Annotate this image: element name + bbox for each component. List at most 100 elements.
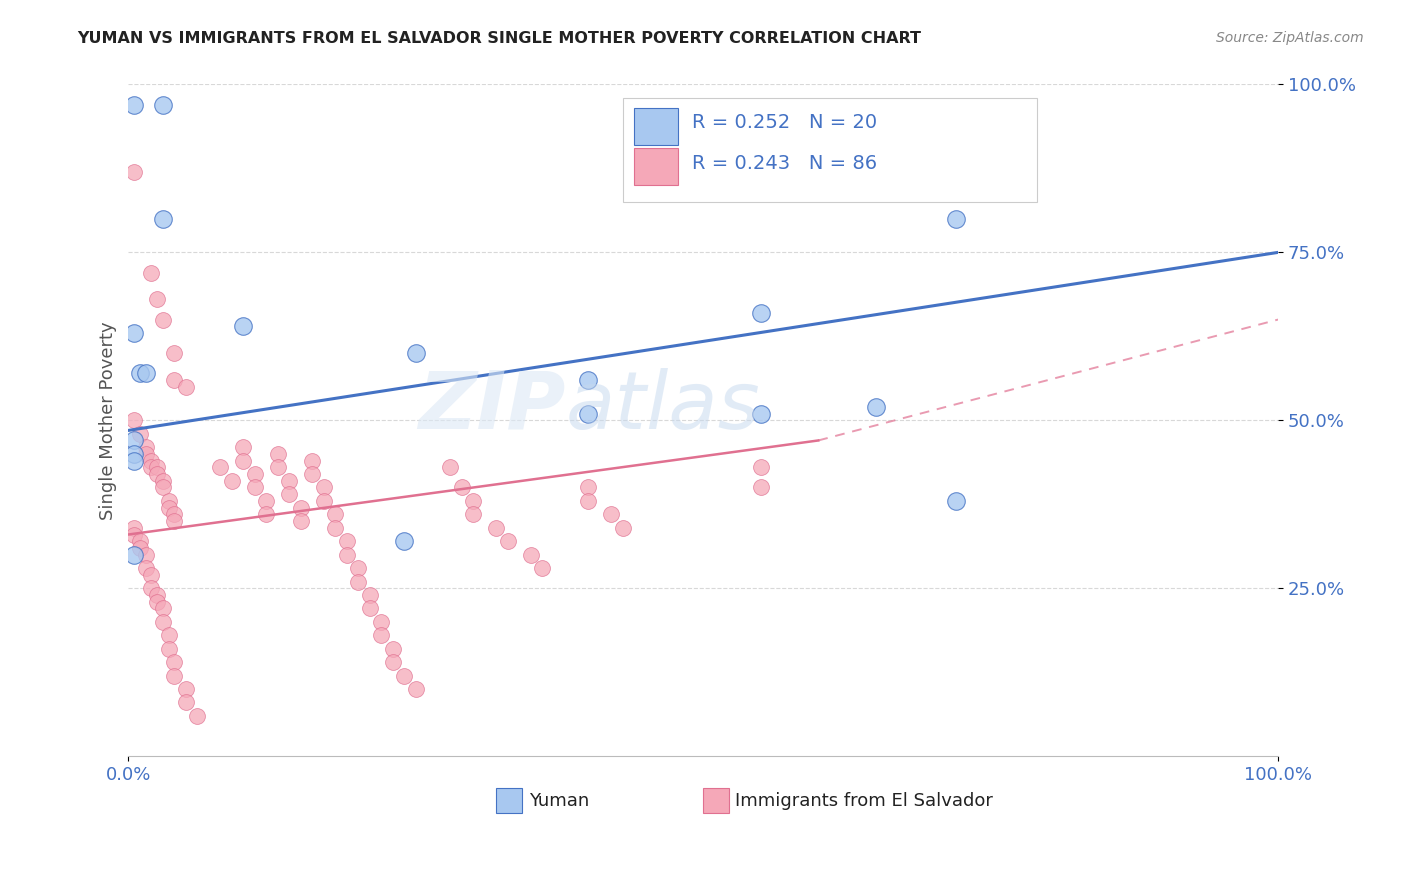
Point [163,508,186,522]
Point [122,521,145,535]
Point [157,494,180,508]
Point [232,440,254,454]
Point [141,460,163,475]
Point [278,474,301,488]
Point [157,628,180,642]
Point [359,601,381,615]
Point [122,165,145,179]
Point [370,628,392,642]
Point [394,668,416,682]
Point [576,481,599,495]
Point [152,601,174,615]
Text: Source: ZipAtlas.com: Source: ZipAtlas.com [1216,31,1364,45]
Point [312,494,335,508]
Point [163,655,186,669]
Point [451,481,474,495]
Point [232,453,254,467]
Point [157,641,180,656]
Point [163,514,186,528]
Point [135,548,157,562]
Point [152,481,174,495]
Point [129,534,152,549]
Point [612,521,634,535]
Point [152,474,174,488]
Point [347,561,370,575]
Point [152,615,174,629]
Bar [703,788,728,814]
Point [163,668,186,682]
Point [232,319,254,334]
FancyBboxPatch shape [623,98,1036,202]
Point [122,413,145,427]
Bar [634,148,678,186]
Point [122,434,145,448]
Text: R = 0.252   N = 20: R = 0.252 N = 20 [692,113,877,132]
Point [135,440,157,454]
Point [129,366,152,380]
Point [152,97,174,112]
Point [394,534,416,549]
Point [749,460,772,475]
Point [163,373,186,387]
Point [122,453,145,467]
Point [945,211,967,226]
Point [146,467,169,481]
Point [152,211,174,226]
Point [122,548,145,562]
Point [325,508,347,522]
Point [370,615,392,629]
Point [576,373,599,387]
Point [405,346,427,360]
Point [209,460,232,475]
Point [122,326,145,340]
Point [381,655,404,669]
Point [496,534,519,549]
Point [146,595,169,609]
Point [146,293,169,307]
Point [129,426,152,441]
Point [174,681,197,696]
Point [163,346,186,360]
Point [439,460,461,475]
Text: atlas: atlas [565,368,761,446]
Bar [496,788,522,814]
Point [485,521,508,535]
Text: R = 0.243   N = 86: R = 0.243 N = 86 [692,153,877,172]
Text: Yuman: Yuman [529,791,589,810]
Text: YUMAN VS IMMIGRANTS FROM EL SALVADOR SINGLE MOTHER POVERTY CORRELATION CHART: YUMAN VS IMMIGRANTS FROM EL SALVADOR SIN… [77,31,921,46]
Point [141,266,163,280]
Point [576,494,599,508]
Point [463,494,485,508]
Bar [634,108,678,145]
Point [243,481,266,495]
Point [135,561,157,575]
Point [325,521,347,535]
Point [301,453,323,467]
Point [865,400,887,414]
Point [278,487,301,501]
Point [290,514,312,528]
Point [749,407,772,421]
Point [152,312,174,326]
Point [267,460,290,475]
Point [749,481,772,495]
Y-axis label: Single Mother Poverty: Single Mother Poverty [100,321,117,520]
Point [267,447,290,461]
Point [290,500,312,515]
Point [141,581,163,595]
Point [749,306,772,320]
Point [146,588,169,602]
Point [347,574,370,589]
Point [221,474,243,488]
Point [254,494,277,508]
Point [174,380,197,394]
Point [146,460,169,475]
Point [135,447,157,461]
Point [336,534,359,549]
Point [945,494,967,508]
Point [576,407,599,421]
Point [157,500,180,515]
Point [122,527,145,541]
Point [254,508,277,522]
Point [405,681,427,696]
